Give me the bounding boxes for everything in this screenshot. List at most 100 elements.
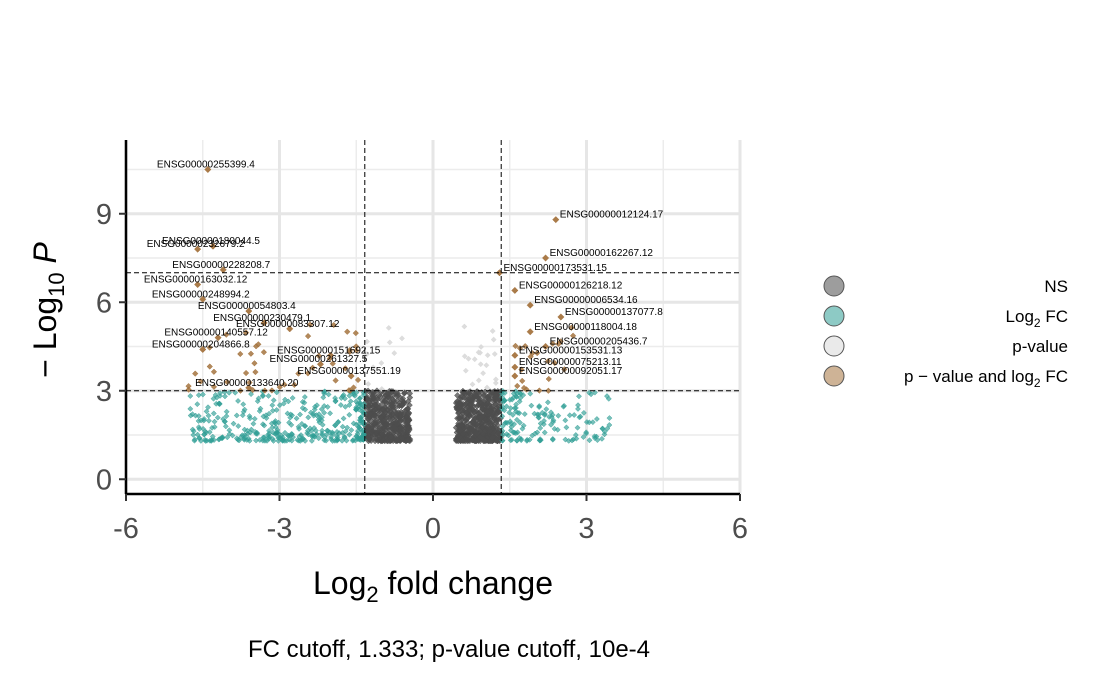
both-point	[330, 321, 337, 329]
both-point	[306, 321, 314, 328]
labeled-point	[511, 372, 519, 380]
ns-point	[466, 413, 473, 420]
x-tick-label: 0	[425, 513, 441, 545]
fc-point	[593, 416, 600, 422]
fc-point	[338, 395, 345, 401]
fc-point	[206, 429, 213, 436]
ns-point	[466, 401, 474, 409]
fc-point	[248, 391, 255, 398]
fc-point	[323, 437, 330, 444]
fc-point	[541, 411, 548, 417]
gene-label: ENSG00000140557.12	[164, 328, 268, 339]
both-point	[545, 387, 552, 394]
fc-point	[321, 409, 328, 416]
fc-point	[203, 408, 210, 415]
fc-point	[256, 408, 263, 415]
fc-point	[509, 411, 516, 418]
both-point	[354, 376, 362, 384]
both-point	[512, 342, 519, 350]
labeled-point	[209, 242, 217, 250]
pvalue-point	[471, 356, 478, 363]
pvalue-point	[469, 381, 476, 388]
pvalue-point	[386, 339, 393, 346]
ns-point	[479, 401, 487, 409]
fc-point	[598, 435, 605, 442]
pvalue-point	[483, 362, 490, 369]
fc-point	[580, 409, 587, 416]
fc-point	[232, 389, 239, 396]
fc-point	[195, 392, 202, 399]
fc-point	[561, 402, 568, 409]
fc-point	[205, 417, 212, 424]
ns-point	[489, 418, 496, 426]
ns-point	[388, 405, 396, 412]
fc-point	[346, 402, 353, 408]
pvalue-point	[491, 351, 498, 357]
fc-point	[261, 437, 268, 444]
both-point	[545, 358, 552, 365]
fc-point	[276, 434, 283, 441]
fc-point	[269, 402, 276, 409]
fc-point	[196, 425, 203, 432]
both-point	[551, 359, 558, 367]
ns-point	[382, 391, 390, 399]
fc-point	[347, 398, 354, 405]
ns-point	[472, 420, 479, 428]
y-tick-label: 9	[96, 199, 112, 231]
fc-point	[562, 417, 569, 424]
both-point	[332, 377, 339, 384]
fc-point	[516, 398, 523, 405]
x-axis-title: Log2 fold change	[313, 565, 553, 607]
fc-point	[211, 418, 218, 425]
fc-point	[191, 437, 198, 444]
x-tick-label: 6	[732, 513, 748, 545]
fc-point	[573, 435, 580, 442]
labeled-point	[214, 334, 222, 342]
fc-point	[288, 421, 295, 428]
both-point	[210, 383, 218, 390]
ns-point	[481, 392, 489, 400]
caption: FC cutoff, 1.333; p-value cutoff, 10e-4	[248, 636, 651, 663]
fc-point	[503, 431, 510, 438]
ns-point	[388, 433, 395, 441]
fc-point	[536, 403, 543, 409]
fc-point	[284, 410, 291, 417]
fc-point	[507, 405, 514, 412]
ns-point	[402, 406, 410, 413]
fc-point	[211, 437, 217, 444]
fc-point	[230, 420, 237, 427]
fc-point	[235, 436, 241, 443]
both-point	[569, 332, 577, 339]
legend-key-fc	[823, 305, 845, 327]
y-tick-label: 0	[96, 464, 112, 496]
ns-point	[385, 427, 392, 435]
fc-point	[310, 432, 317, 439]
ns-point	[385, 410, 393, 418]
fc-point	[273, 431, 280, 438]
fc-point	[604, 425, 611, 432]
fc-point	[518, 437, 525, 444]
pvalue-point	[462, 367, 469, 374]
fc-point	[201, 431, 208, 438]
ns-point	[377, 414, 385, 421]
both-point	[252, 368, 259, 376]
both-point	[518, 366, 525, 373]
pvalue-point	[363, 351, 370, 358]
fc-point	[575, 405, 581, 412]
fc-point	[574, 424, 581, 431]
fc-point	[342, 403, 349, 410]
both-point	[344, 328, 351, 335]
fc-point	[332, 398, 339, 405]
gene-label: ENSG00000006534.16	[534, 295, 638, 306]
pvalue-point	[385, 324, 392, 331]
fc-point	[214, 414, 221, 421]
pvalue-point	[391, 350, 398, 357]
fc-point	[187, 393, 194, 399]
fc-point	[199, 391, 206, 398]
ns-point	[494, 429, 502, 437]
fc-point	[354, 428, 361, 435]
fc-point	[272, 424, 279, 431]
gene-label: ENSG00000012124.17	[560, 210, 664, 221]
ns-point	[374, 427, 381, 434]
fc-point	[308, 437, 315, 444]
